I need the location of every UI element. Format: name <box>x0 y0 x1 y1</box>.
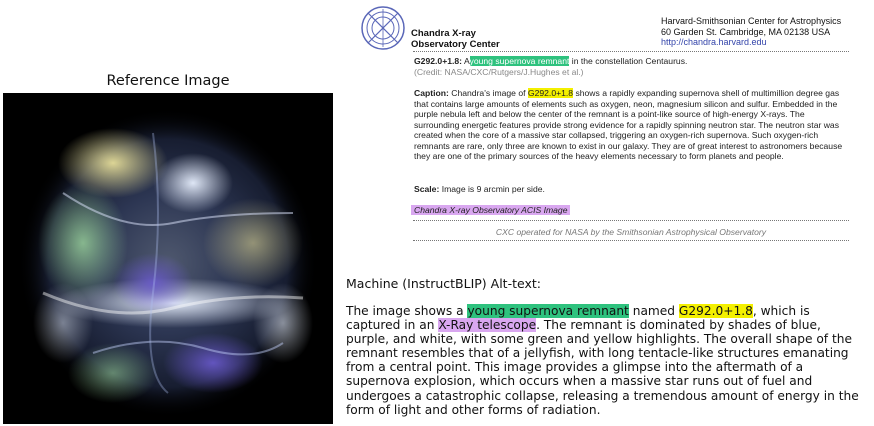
chandra-url-link[interactable]: http://chandra.harvard.edu <box>661 37 767 47</box>
organization-name: Chandra X-ray Observatory Center <box>411 28 500 50</box>
caption-paragraph: Caption: Chandra's image of G292.0+1.8 s… <box>414 88 843 161</box>
object-summary: G292.0+1.8: Ayoung supernova remnant in … <box>414 56 848 77</box>
alt-text-body: The image shows a young supernova remnan… <box>346 304 859 417</box>
footer-text: CXC operated for NASA by the Smithsonian… <box>495 227 767 237</box>
alt-text-title: Machine (InstructBLIP) Alt-text: <box>346 276 541 291</box>
image-credit: (Credit: NASA/CXC/Rutgers/J.Hughes et al… <box>414 66 584 77</box>
divider <box>413 51 849 52</box>
divider <box>413 240 849 241</box>
reference-image-title: Reference Image <box>106 73 230 89</box>
address-block: Harvard-Smithsonian Center for Astrophys… <box>661 16 842 47</box>
instrument-label: Chandra X-ray Observatory ACIS Image <box>411 205 571 215</box>
supernova-remnant-image <box>3 93 333 424</box>
chandra-logo-icon <box>360 5 406 51</box>
divider <box>413 220 849 221</box>
scale-line: Scale: Image is 9 arcmin per side. <box>414 184 545 194</box>
